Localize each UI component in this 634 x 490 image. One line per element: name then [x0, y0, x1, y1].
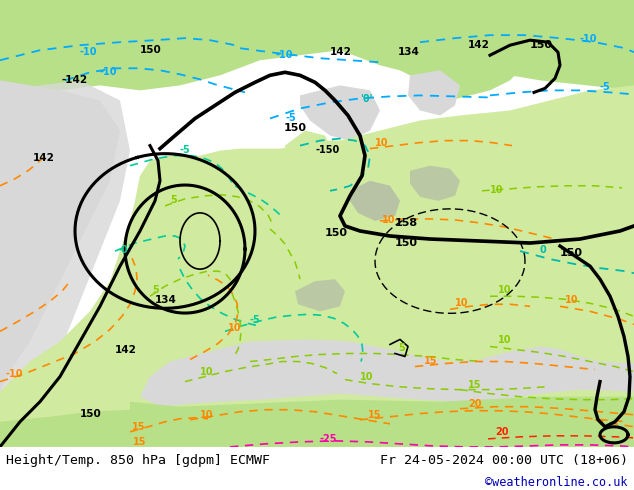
- Text: 150: 150: [140, 45, 162, 55]
- Text: -5: -5: [180, 145, 191, 155]
- Text: -10: -10: [580, 34, 597, 44]
- Text: -5: -5: [250, 316, 261, 325]
- Text: -150: -150: [315, 145, 339, 155]
- Polygon shape: [360, 0, 540, 100]
- Text: -142: -142: [62, 75, 88, 85]
- Text: 10: 10: [382, 215, 396, 225]
- Text: 10: 10: [228, 323, 242, 333]
- Text: Height/Temp. 850 hPa [gdpm] ECMWF: Height/Temp. 850 hPa [gdpm] ECMWF: [6, 454, 270, 467]
- Text: 150: 150: [395, 238, 418, 248]
- Polygon shape: [0, 397, 634, 447]
- Text: 15: 15: [424, 356, 437, 366]
- Text: 134: 134: [398, 47, 420, 57]
- Polygon shape: [295, 279, 345, 311]
- Polygon shape: [350, 181, 400, 221]
- Text: 142: 142: [33, 153, 55, 163]
- Polygon shape: [0, 80, 130, 447]
- Text: 15: 15: [468, 380, 481, 390]
- Text: -5: -5: [600, 82, 611, 93]
- Polygon shape: [408, 70, 460, 116]
- Text: 20: 20: [495, 427, 508, 437]
- Text: -10: -10: [100, 67, 117, 77]
- Text: 142: 142: [330, 47, 352, 57]
- Polygon shape: [300, 85, 380, 141]
- Text: ©weatheronline.co.uk: ©weatheronline.co.uk: [485, 476, 628, 489]
- Text: 20: 20: [468, 399, 481, 409]
- Text: 5: 5: [152, 285, 158, 295]
- Text: 150: 150: [325, 228, 348, 238]
- Text: -10: -10: [5, 368, 22, 379]
- Text: 10: 10: [200, 410, 214, 420]
- Text: -25: -25: [320, 434, 337, 444]
- Text: 134: 134: [155, 295, 177, 305]
- Text: 142: 142: [115, 345, 137, 355]
- Text: 5: 5: [398, 343, 404, 353]
- Text: 15: 15: [132, 422, 145, 432]
- Text: 150: 150: [530, 40, 553, 50]
- Text: 10: 10: [498, 336, 512, 345]
- Polygon shape: [140, 340, 634, 407]
- Text: 5: 5: [170, 195, 177, 205]
- Text: 10: 10: [455, 298, 469, 308]
- Text: 10: 10: [498, 285, 512, 295]
- Text: 10: 10: [360, 371, 373, 382]
- Text: -5: -5: [285, 113, 295, 122]
- Text: Fr 24-05-2024 00:00 UTC (18+06): Fr 24-05-2024 00:00 UTC (18+06): [380, 454, 628, 467]
- Polygon shape: [0, 80, 120, 392]
- Text: 0: 0: [540, 245, 547, 255]
- Text: 150: 150: [560, 248, 583, 258]
- Text: 15: 15: [368, 410, 382, 420]
- Text: 150: 150: [80, 409, 101, 419]
- Text: 150: 150: [284, 122, 307, 133]
- Text: 10: 10: [565, 295, 578, 305]
- Text: -0: -0: [118, 245, 129, 255]
- Text: 10: 10: [200, 367, 214, 377]
- Text: 10: 10: [375, 138, 389, 147]
- Text: 10: 10: [490, 185, 503, 195]
- Polygon shape: [0, 0, 634, 100]
- Text: 15: 15: [133, 437, 146, 447]
- Polygon shape: [410, 166, 460, 201]
- Text: -10: -10: [275, 50, 292, 60]
- Text: 142: 142: [468, 40, 490, 50]
- Text: '0': '0': [360, 95, 373, 104]
- Text: -10: -10: [80, 47, 98, 57]
- Polygon shape: [0, 85, 634, 447]
- Polygon shape: [285, 130, 335, 186]
- Text: 158: 158: [395, 218, 418, 228]
